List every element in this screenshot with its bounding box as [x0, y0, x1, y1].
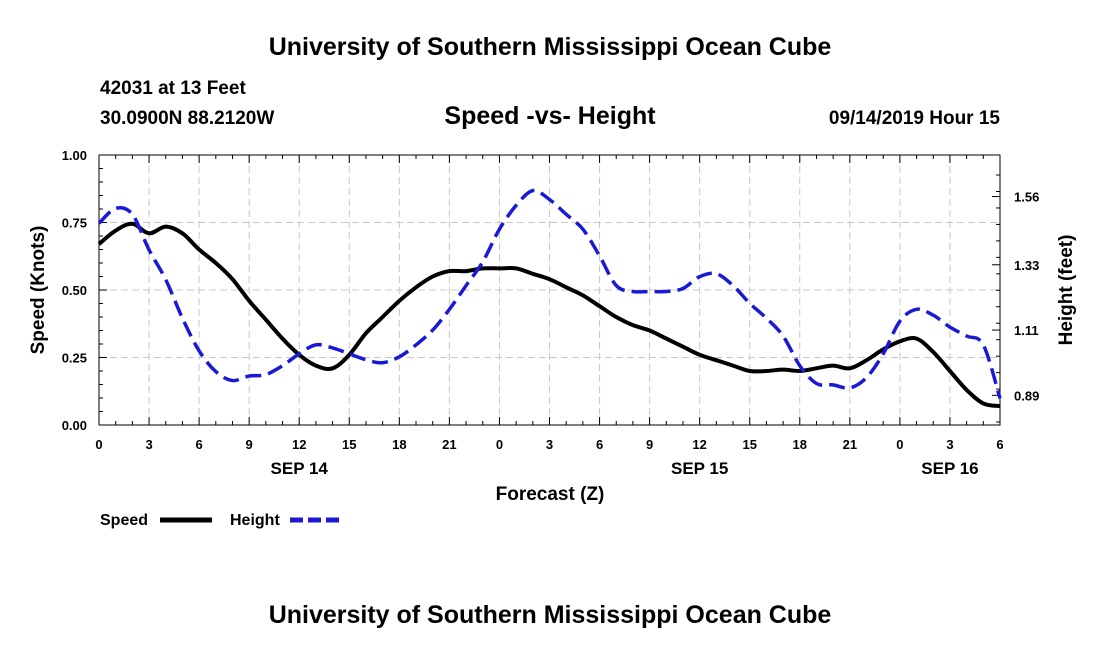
legend-height-label: Height	[230, 512, 280, 529]
y-tick-label: 0.25	[62, 351, 87, 366]
series-lines	[97, 188, 1002, 409]
x-tick-label: 3	[145, 437, 152, 452]
x-tick-label: 3	[946, 437, 953, 452]
chart-title: Speed -vs- Height	[444, 102, 656, 130]
height-series-line	[97, 188, 1002, 399]
x-tick-label: 3	[546, 437, 553, 452]
x-tick-label: 21	[442, 437, 456, 452]
page-title: University of Southern Mississippi Ocean…	[269, 33, 832, 61]
station-label: 42031 at 13 Feet	[100, 78, 246, 99]
date-label: SEP 15	[671, 459, 728, 478]
legend: Speed Height	[100, 512, 342, 529]
x-tick-label: 12	[292, 437, 306, 452]
x-tick-label: 0	[496, 437, 503, 452]
date-label: SEP 16	[921, 459, 978, 478]
y-tick-label: 1.00	[62, 148, 87, 163]
tick-labels: 0 3 6 9 12 15 18 21 0 3 6 9 12 15 18 21 0 3 6 0.00 0.25 0.50 0…	[62, 148, 1040, 478]
y2-axis-title: Height (feet)	[1056, 235, 1077, 346]
x-tick-label: 18	[793, 437, 807, 452]
x-tick-label: 18	[392, 437, 406, 452]
x-tick-label: 15	[742, 437, 756, 452]
location-label: 30.0900N 88.2120W	[100, 108, 274, 129]
footer-title: University of Southern Mississippi Ocean…	[269, 601, 832, 629]
x-tick-label: 21	[843, 437, 857, 452]
y-tick-label: 0.75	[62, 216, 87, 231]
x-tick-label: 0	[95, 437, 102, 452]
y2-tick-label: 1.56	[1014, 190, 1039, 205]
x-tick-label: 6	[195, 437, 202, 452]
x-axis-title: Forecast (Z)	[496, 484, 605, 505]
x-tick-label: 0	[896, 437, 903, 452]
y2-tick-label: 1.11	[1014, 323, 1039, 338]
datetime-label: 09/14/2019 Hour 15	[829, 108, 1001, 129]
speed-series-line	[97, 221, 1001, 409]
x-tick-label: 9	[246, 437, 253, 452]
x-tick-label: 12	[692, 437, 706, 452]
y-tick-label: 0.50	[62, 283, 87, 298]
y2-tick-label: 1.33	[1014, 258, 1039, 273]
y2-tick-label: 0.89	[1014, 388, 1039, 403]
y-axis-title: Speed (Knots)	[28, 226, 49, 355]
x-tick-label: 6	[596, 437, 603, 452]
legend-speed-label: Speed	[100, 512, 148, 529]
axis-ticks	[98, 154, 1001, 426]
x-tick-label: 6	[996, 437, 1003, 452]
date-label: SEP 14	[271, 459, 329, 478]
grid-lines	[99, 155, 1000, 425]
x-tick-label: 15	[342, 437, 356, 452]
x-tick-label: 9	[646, 437, 653, 452]
y-tick-label: 0.00	[62, 418, 87, 433]
